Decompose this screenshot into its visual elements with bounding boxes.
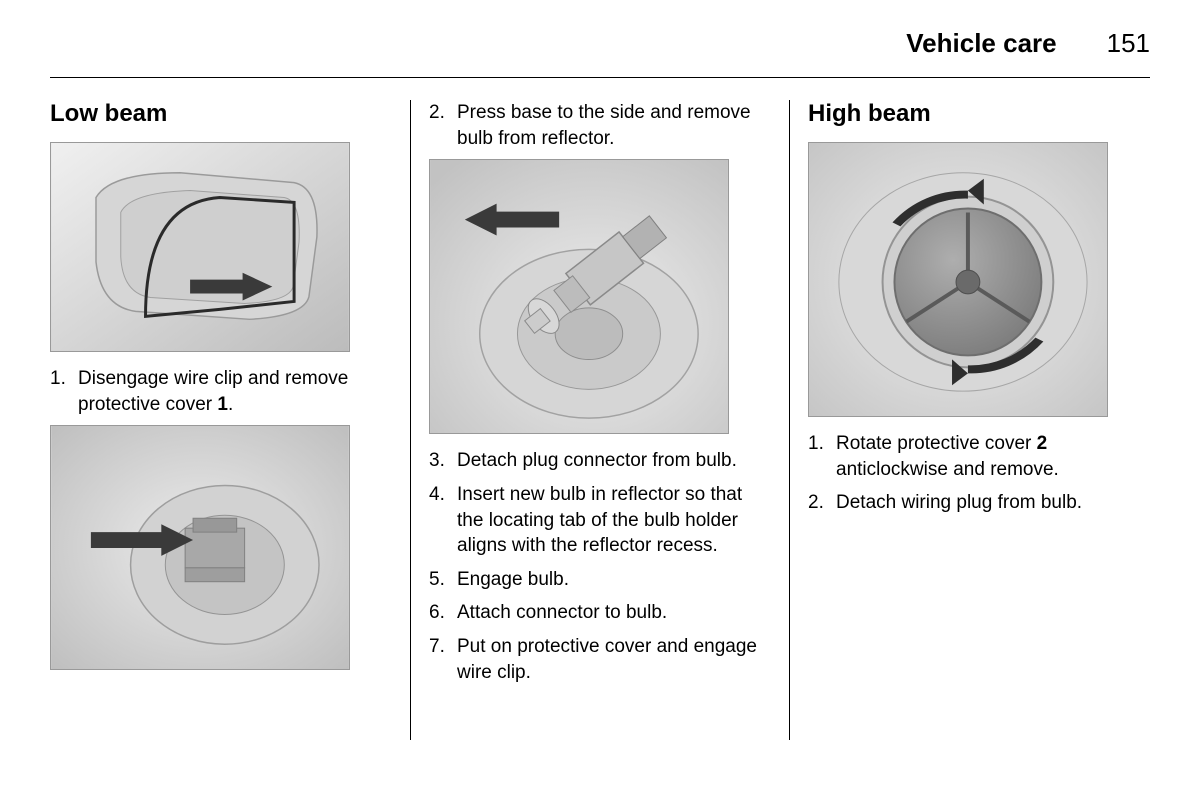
hb-step1-bold: 2: [1037, 433, 1048, 454]
low-beam-step1-list: Disengage wire clip and remove protectiv…: [50, 366, 392, 417]
step1-text-post: .: [228, 394, 233, 415]
low-beam-heading: Low beam: [50, 100, 392, 128]
low-beam-step-3: Detach plug connector from bulb.: [429, 448, 771, 474]
column-low-beam-continued: Press base to the side and remove bulb f…: [411, 100, 789, 740]
low-beam-steps-3-7: Detach plug connector from bulb. Insert …: [429, 448, 771, 685]
column-high-beam: High beam: [790, 100, 1150, 740]
illustration-cover-clip: [50, 142, 350, 352]
low-beam-step-2: Press base to the side and remove bulb f…: [429, 100, 771, 151]
page-number: 151: [1107, 28, 1150, 59]
high-beam-step-1: Rotate protective cover 2 anticlockwise …: [808, 431, 1150, 482]
low-beam-step-4: Insert new bulb in reflector so that the…: [429, 482, 771, 559]
low-beam-step-5: Engage bulb.: [429, 567, 771, 593]
section-title: Vehicle care: [906, 28, 1056, 59]
low-beam-step-7: Put on protective cover and engage wire …: [429, 634, 771, 685]
page-header: Vehicle care 151: [50, 28, 1150, 78]
hb-step1-post: anticlockwise and remove.: [836, 459, 1059, 480]
illustration-remove-bulb: [429, 159, 729, 434]
content-columns: Low beam Disengage wire c: [50, 100, 1150, 740]
step1-text-pre: Disengage wire clip and remove protectiv…: [78, 368, 348, 415]
low-beam-step-1: Disengage wire clip and remove protectiv…: [50, 366, 392, 417]
low-beam-step-6: Attach connector to bulb.: [429, 600, 771, 626]
illustration-rotate-cover: [808, 142, 1108, 417]
low-beam-step2-list: Press base to the side and remove bulb f…: [429, 100, 771, 151]
step1-bold: 1: [217, 394, 228, 415]
high-beam-heading: High beam: [808, 100, 1150, 128]
high-beam-steps: Rotate protective cover 2 anticlockwise …: [808, 431, 1150, 516]
high-beam-step-2: Detach wiring plug from bulb.: [808, 490, 1150, 516]
illustration-bulb-holder: [50, 425, 350, 670]
hb-step1-pre: Rotate protective cover: [836, 433, 1037, 454]
column-low-beam: Low beam Disengage wire c: [50, 100, 410, 740]
